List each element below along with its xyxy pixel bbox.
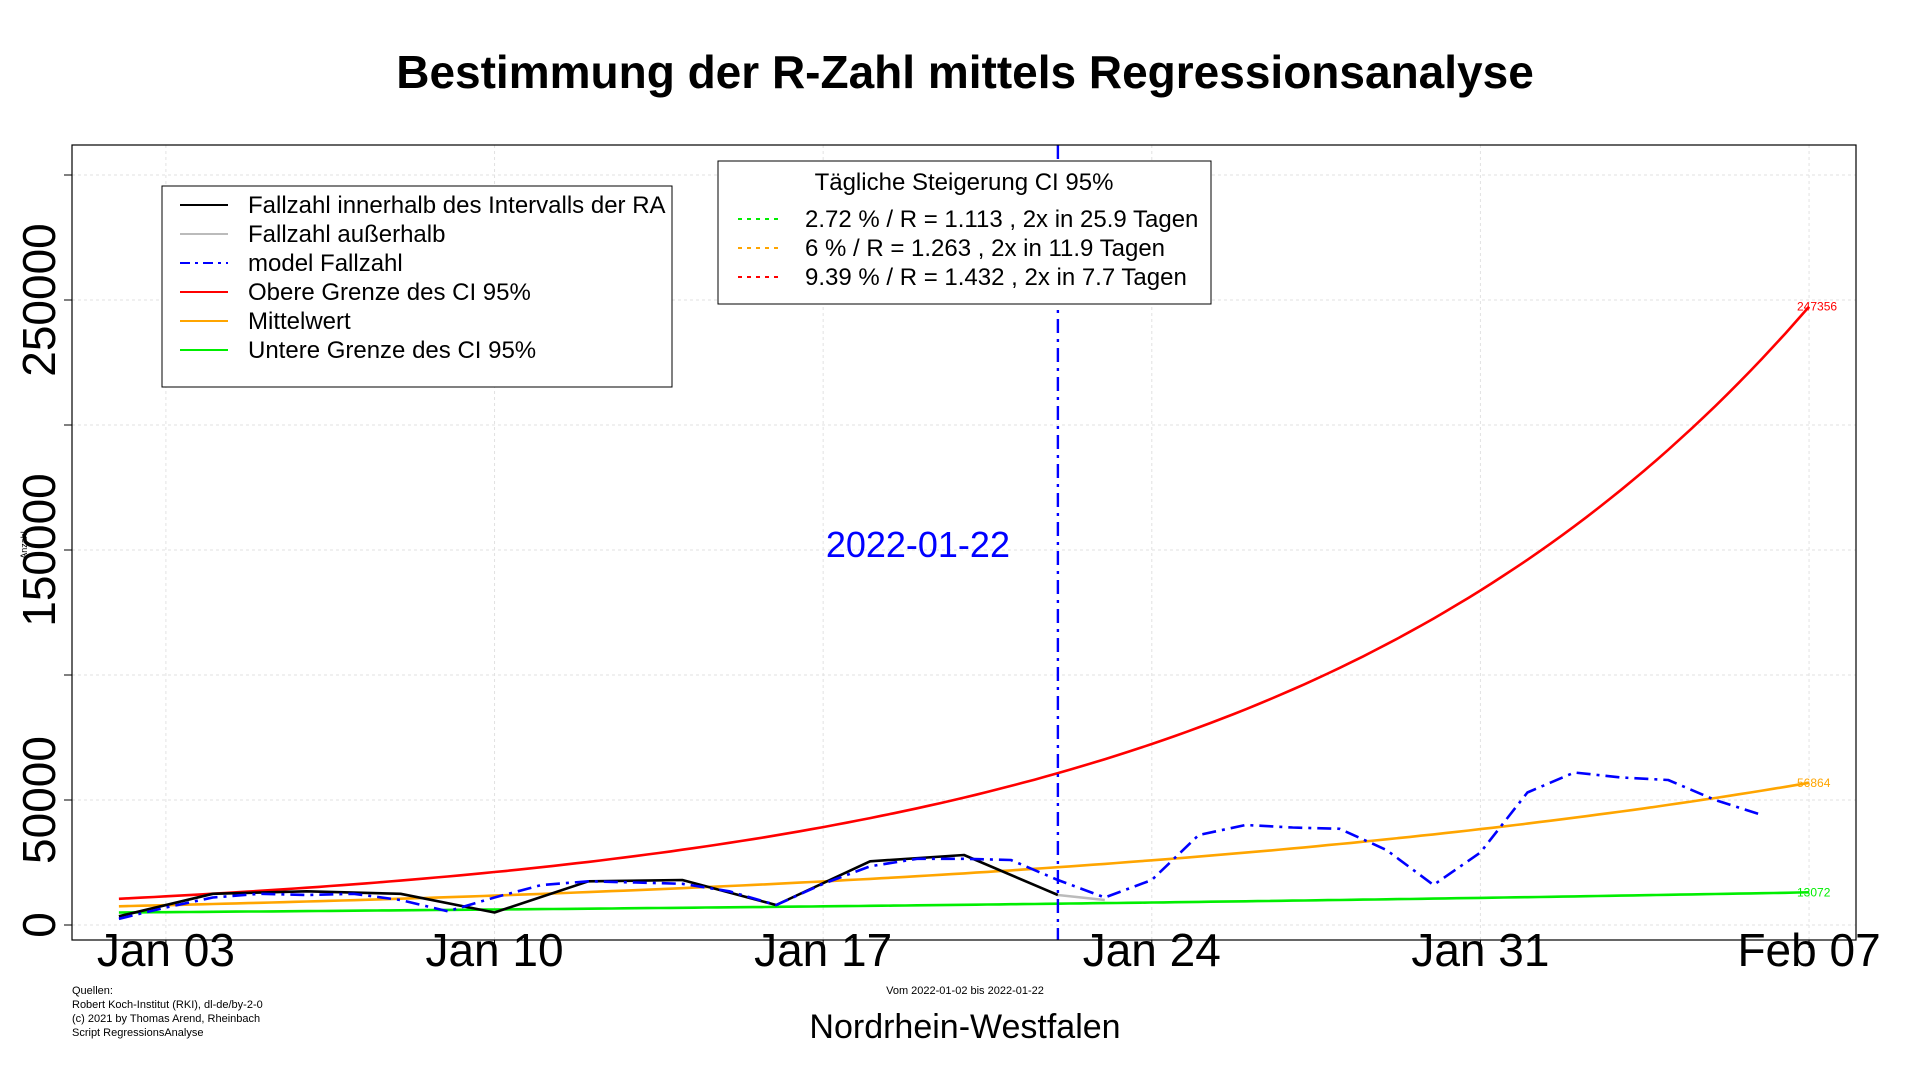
ci-legend-entry: 2.72 % / R = 1.113 , 2x in 25.9 Tagen [805,206,1198,233]
x-axis: Jan 03 Jan 10 Jan 17 Jan 24 Jan 31 Feb 07 [97,924,1881,976]
y-tick-label: 50000 [13,736,65,864]
series-layer [118,305,1811,921]
legend-entry: model Fallzahl [248,250,403,277]
x-tick-label: Jan 17 [754,924,892,976]
chart-title: Bestimmung der R-Zahl mittels Regression… [396,46,1534,98]
series-line-4 [118,781,1810,908]
vertical-marker: 2022-01-22 [826,145,1060,940]
y-tick-label: 150000 [13,473,65,627]
vertical-marker-label: 2022-01-22 [826,524,1010,565]
legend-entry: Fallzahl innerhalb des Intervalls der RA [248,192,666,219]
y-axis: 0 50000 150000 250000 [13,174,72,938]
ci-legend: Tägliche Steigerung CI 95% 2.72 % / R = 1… [717,160,1212,305]
plot-frame [71,144,1857,941]
legend-entry: Fallzahl außerhalb [248,221,445,248]
legend-entry: Mittelwert [248,308,351,335]
ci-legend-box [717,160,1212,305]
source-notes: Quellen: Robert Koch-Institut (RKI), dl-d… [72,985,263,1039]
y-tick-label: 250000 [13,223,65,377]
x-tick-label: Jan 10 [425,924,563,976]
ci-legend-title: Tägliche Steigerung CI 95% [815,169,1114,196]
y-tick-label: 0 [13,912,65,938]
series-line-1 [1057,893,1105,902]
series-line-0 [118,853,1059,918]
x-tick-label: Feb 07 [1737,924,1880,976]
source-line: Quellen: [72,985,113,997]
ci-legend-entry: 9.39 % / R = 1.432 , 2x in 7.7 Tagen [805,264,1187,291]
legend: Fallzahl innerhalb des Intervalls der RA… [161,185,673,388]
x-tick-label: Jan 31 [1411,924,1549,976]
end-label: 247356 [1797,300,1837,314]
end-label: 13072 [1797,885,1831,899]
legend-entry: Obere Grenze des CI 95% [248,279,531,306]
series-line-5 [118,891,1810,914]
x-axis-label: Nordrhein-Westfalen [809,1008,1120,1046]
chart-subtitle: Vom 2022-01-02 bis 2022-01-22 [886,985,1044,997]
source-line: Script RegressionsAnalyse [72,1027,203,1039]
legend-entry: Untere Grenze des CI 95% [248,337,536,364]
legend-box [161,185,673,388]
x-tick-label: Jan 03 [97,924,235,976]
end-label: 56864 [1797,776,1831,790]
ci-legend-entry: 6 % / R = 1.263 , 2x in 11.9 Tagen [805,235,1165,262]
y-axis-tiny-label: Anzahl [19,531,29,559]
source-line: (c) 2021 by Thomas Arend, Rheinbach [72,1013,260,1025]
end-labels: 247356 56864 13072 [1797,300,1837,900]
x-tick-label: Jan 24 [1083,924,1221,976]
source-line: Robert Koch-Institut (RKI), dl-de/by-2-0 [72,999,263,1011]
series-line-3 [118,305,1811,901]
